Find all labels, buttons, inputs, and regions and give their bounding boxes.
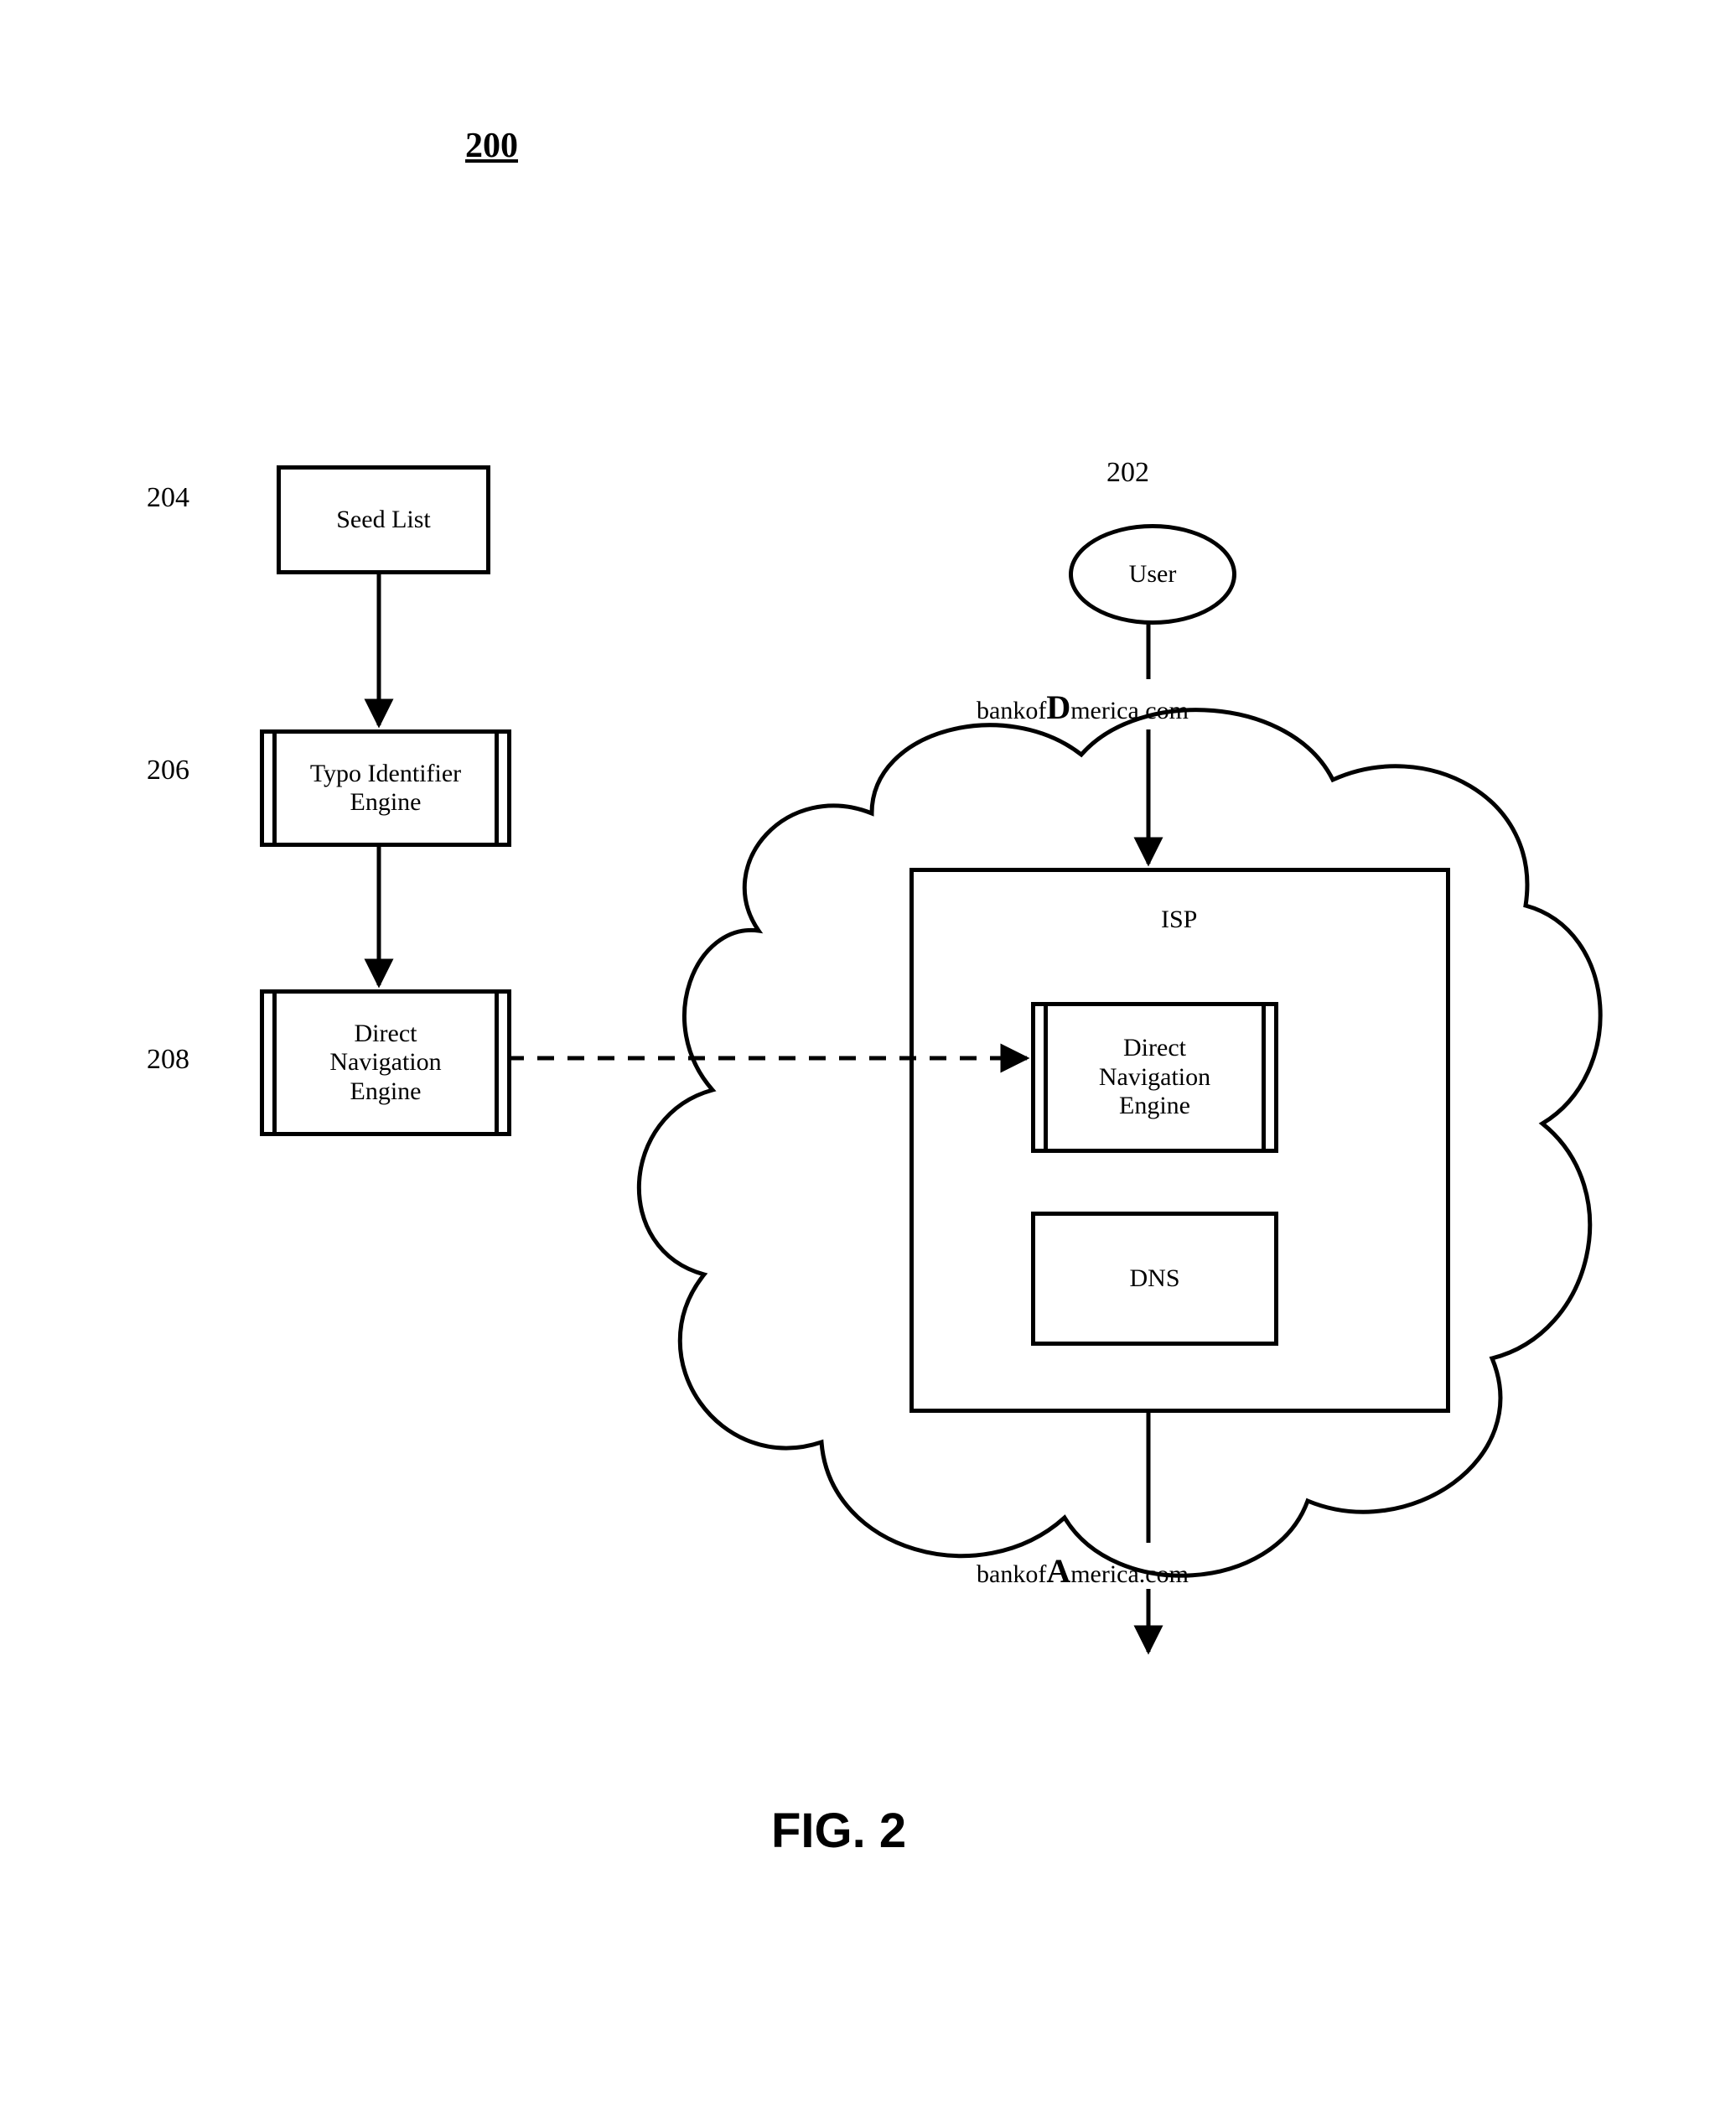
url-typo-post: merica.com — [1070, 697, 1189, 724]
url-typo-emph: D — [1046, 688, 1070, 726]
box-isp-label: ISP — [1161, 906, 1197, 934]
box-typo-engine-label: Typo Identifier Engine — [310, 760, 461, 818]
diagram-canvas: 200 204 206 208 202 210 212 Seed List Ty… — [0, 0, 1736, 2123]
url-correct-pre: bankof — [977, 1560, 1046, 1588]
figure-caption: FIG. 2 — [771, 1803, 906, 1859]
box-typo-engine: Typo Identifier Engine — [260, 729, 511, 847]
url-typo-pre: bankof — [977, 697, 1046, 724]
user-node: User — [1069, 524, 1236, 625]
ref-208: 208 — [147, 1044, 189, 1076]
box-dnav-right-label: Direct Navigation Engine — [1099, 1034, 1210, 1121]
url-correct: bankofAmerica.com — [977, 1551, 1189, 1591]
box-dnav-left: Direct Navigation Engine — [260, 989, 511, 1136]
box-dnav-right: Direct Navigation Engine — [1031, 1002, 1278, 1153]
figure-number: 200 — [465, 126, 518, 166]
url-correct-post: merica.com — [1070, 1560, 1189, 1588]
url-typo: bankofDmerica.com — [977, 688, 1189, 727]
ref-206: 206 — [147, 755, 189, 786]
ref-202: 202 — [1106, 457, 1149, 489]
ref-204: 204 — [147, 482, 189, 514]
box-seed-list: Seed List — [277, 465, 490, 574]
box-dns-label: DNS — [1129, 1264, 1179, 1294]
box-seed-list-label: Seed List — [336, 506, 431, 535]
url-correct-emph: A — [1046, 1552, 1070, 1590]
box-dnav-left-label: Direct Navigation Engine — [329, 1020, 441, 1107]
user-node-label: User — [1129, 560, 1177, 589]
box-dns: DNS — [1031, 1212, 1278, 1346]
